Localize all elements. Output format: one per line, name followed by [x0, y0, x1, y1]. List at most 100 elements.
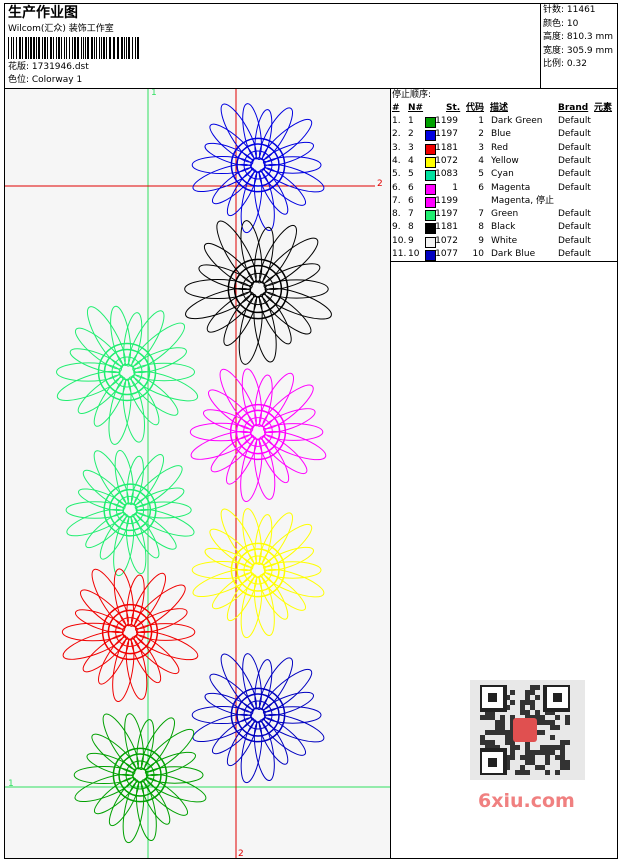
stat: 高度: 810.3 mm: [543, 32, 614, 42]
qr-cell: [510, 715, 515, 720]
petal: [145, 766, 204, 784]
petal: [226, 719, 258, 767]
qr-cell: [525, 700, 530, 705]
qr-cell: [530, 715, 535, 720]
petal: [136, 719, 155, 770]
petal: [261, 717, 307, 756]
flower: [73, 713, 207, 844]
color-swatch: [425, 130, 436, 142]
qr-cell: [555, 725, 560, 730]
column-header: #: [392, 103, 400, 113]
row-brand: Default: [558, 222, 591, 233]
qr-cell: [560, 755, 565, 760]
petal: [208, 389, 255, 430]
petal: [258, 293, 292, 345]
row-code: 3: [478, 142, 484, 153]
qr-cell: [545, 710, 550, 715]
qr-finder: [480, 685, 507, 712]
qr-cell: [500, 715, 505, 720]
qr-cell: [490, 745, 495, 750]
petal: [80, 589, 127, 630]
petal: [77, 374, 124, 414]
petal: [263, 263, 321, 291]
row-n: 9: [408, 235, 414, 246]
row-brand: Default: [558, 142, 591, 153]
center-ring: [236, 548, 280, 592]
petal: [206, 291, 255, 333]
petal: [254, 109, 273, 160]
row-n: 3: [408, 142, 414, 153]
petal: [223, 293, 257, 346]
row-brand: Default: [558, 249, 591, 259]
qr-cell: [545, 720, 550, 725]
qr-cell: [525, 745, 530, 750]
qr-cell: [495, 720, 500, 725]
petal: [131, 322, 185, 369]
row-code: 8: [478, 222, 484, 233]
row-st: 1199: [435, 195, 458, 206]
column-header: 描述: [490, 103, 509, 113]
center-ring: [230, 687, 286, 743]
row-code: 4: [478, 155, 484, 166]
row-n: 1: [408, 116, 414, 126]
center-ring: [227, 258, 289, 320]
qr-cell: [540, 745, 545, 750]
column-header: St.: [446, 103, 461, 113]
center-ring: [243, 700, 273, 730]
qr-cell: [530, 700, 535, 705]
petal: [74, 609, 126, 633]
petal: [124, 713, 144, 770]
bar: [74, 37, 76, 59]
row-num: 3.: [392, 142, 401, 153]
petal: [98, 636, 130, 685]
petal: [226, 436, 258, 485]
color-swatch: [425, 156, 436, 168]
color-swatch: [425, 210, 436, 222]
row-num: 8.: [392, 209, 401, 220]
center-ring: [103, 348, 151, 396]
petal: [93, 376, 127, 427]
marker: 2: [377, 179, 383, 189]
qr-cell: [505, 765, 510, 770]
petal: [242, 103, 262, 160]
center-ring: [119, 364, 135, 380]
color-swatch: [425, 236, 436, 248]
qr-cell: [510, 755, 515, 760]
row-n: 4: [408, 155, 414, 166]
petal: [74, 327, 124, 370]
row-code: 10: [472, 249, 484, 259]
bar: [137, 37, 139, 59]
row-brand: Default: [558, 129, 591, 140]
bar: [30, 37, 32, 59]
bar: [38, 37, 40, 59]
color-swatch: [425, 143, 436, 155]
qr-cell: [565, 765, 570, 770]
petal: [132, 347, 187, 374]
petal: [123, 312, 143, 367]
qr-frame: [470, 680, 585, 780]
row-st: 1077: [435, 249, 458, 259]
qr-cell: [550, 750, 555, 755]
qr-cell: [500, 730, 505, 735]
qr-cell: [510, 720, 515, 725]
petal: [258, 574, 289, 620]
qr-cell: [490, 730, 495, 735]
center-ring: [122, 502, 138, 518]
center-ring: [250, 707, 266, 723]
petal: [144, 751, 196, 776]
row-n: 5: [408, 169, 414, 180]
color-swatch: [425, 250, 436, 261]
petal: [258, 436, 290, 484]
center-ring: [230, 542, 286, 598]
color-swatch: [425, 196, 436, 208]
bar: [11, 37, 12, 59]
qr-cell: [510, 725, 515, 730]
column-header: N#: [408, 103, 424, 113]
qr-cell: [480, 735, 485, 740]
qr-cell: [535, 710, 540, 715]
qr-cell: [520, 765, 525, 770]
bar: [126, 37, 127, 59]
row-num: 4.: [392, 155, 401, 166]
row-brand: Default: [558, 169, 591, 180]
marker: 1: [151, 89, 157, 98]
